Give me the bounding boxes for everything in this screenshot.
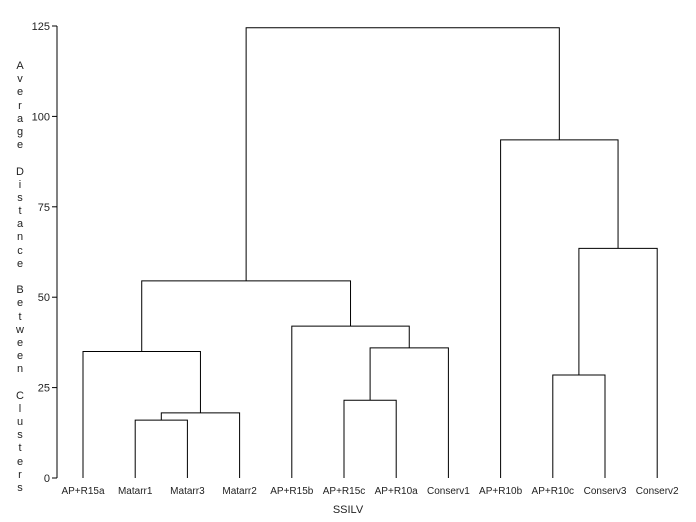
y-axis-label-char: a xyxy=(16,112,24,125)
y-axis-label-char: a xyxy=(16,218,24,231)
y-axis-label-char: r xyxy=(18,468,22,481)
y-axis-label-char: c xyxy=(17,244,23,257)
dendrogram-link xyxy=(82,350,201,478)
y-tick-label: 25 xyxy=(38,383,50,395)
leaf-label: AP+R10a xyxy=(375,486,419,497)
leaf-label: AP+R10b xyxy=(479,486,523,497)
y-tick-label: 75 xyxy=(38,202,50,214)
y-axis-label-char: D xyxy=(16,165,24,178)
y-axis-label-char: w xyxy=(16,323,24,336)
leaf-label: Conserv1 xyxy=(427,486,470,497)
y-axis-label-char: e xyxy=(16,336,24,349)
y-tick-label: 0 xyxy=(44,473,50,485)
dendrogram-links xyxy=(82,27,658,478)
y-axis-label-char xyxy=(18,271,21,284)
y-axis-label-char: n xyxy=(16,363,24,376)
leaf-label: Conserv3 xyxy=(584,486,627,497)
y-axis-label-char: e xyxy=(16,86,24,99)
y-axis-label-char: e xyxy=(16,455,24,468)
dendrogram-link xyxy=(500,139,619,478)
dendrogram-link xyxy=(343,399,397,478)
y-axis-label-char: g xyxy=(16,125,24,138)
y-axis-label-char: A xyxy=(16,60,24,72)
y-axis: 0 25 50 75 100 125 xyxy=(32,21,58,485)
y-axis-label-char: i xyxy=(18,178,22,191)
leaf-label: AP+R15b xyxy=(270,486,314,497)
y-tick-label: 125 xyxy=(32,21,50,33)
leaf-label: Conserv2 xyxy=(636,486,679,497)
y-axis-label-char: t xyxy=(18,205,22,218)
y-axis-label-char: C xyxy=(16,389,24,402)
y-axis-label-char: v xyxy=(17,73,23,86)
y-axis-label-char: e xyxy=(16,257,24,270)
y-axis-label-char: s xyxy=(17,191,23,204)
leaf-label: AP+R15a xyxy=(61,486,105,497)
dendrogram-link xyxy=(578,247,658,478)
y-axis-label-char: s xyxy=(17,429,23,442)
y-axis-label-char: u xyxy=(16,416,24,429)
leaf-label: AP+R15c xyxy=(323,486,366,497)
leaf-labels: AP+R15a Matarr1 Matarr3 Matarr2 AP+R15b AP+R1… xyxy=(61,486,679,497)
dendrogram-link xyxy=(134,419,188,478)
y-axis-label-char xyxy=(18,152,21,165)
leaf-label: Matarr2 xyxy=(222,486,257,497)
y-axis-label-char: e xyxy=(16,350,24,363)
y-axis-label-char: n xyxy=(16,231,24,244)
dendrogram-link xyxy=(291,325,410,478)
y-axis-label-char: t xyxy=(18,442,22,455)
dendrogram-link xyxy=(369,347,449,478)
y-axis-label-char: e xyxy=(16,139,24,152)
dendrogram-link xyxy=(141,280,352,352)
dendrogram-link xyxy=(552,374,606,478)
y-axis-label-char xyxy=(18,377,21,390)
y-tick-label: 100 xyxy=(32,111,50,123)
dendrogram-link xyxy=(160,412,241,478)
y-axis-label-char: B xyxy=(16,284,24,297)
y-axis-label-char: s xyxy=(17,482,23,494)
leaf-label: Matarr3 xyxy=(170,486,205,497)
y-axis-label-char: e xyxy=(16,297,24,310)
dendrogram-link xyxy=(245,27,560,281)
leaf-label: Matarr1 xyxy=(118,486,153,497)
y-axis-label-char: t xyxy=(18,310,22,323)
x-axis-label: SSILV xyxy=(332,504,364,516)
y-tick-label: 50 xyxy=(38,292,50,304)
y-axis-label-char: r xyxy=(18,99,22,112)
leaf-label: AP+R10c xyxy=(532,486,575,497)
y-axis-label-char: l xyxy=(18,402,22,415)
